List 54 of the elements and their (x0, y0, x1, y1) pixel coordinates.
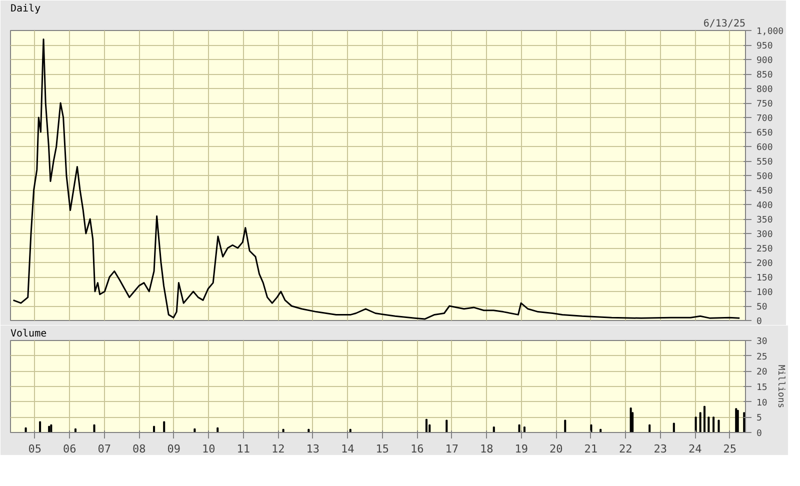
y-tick-label: 550 (756, 158, 773, 168)
x-tick-label: 08 (132, 442, 146, 456)
x-tick-label: 12 (271, 442, 285, 456)
x-tick-label: 22 (618, 442, 632, 456)
y-tick-label: 650 (756, 128, 773, 138)
x-tick-label: 14 (340, 442, 355, 456)
line-series (12, 38, 740, 320)
x-tick-label: 15 (376, 442, 389, 456)
y-tick-label: 5 (756, 414, 762, 424)
x-tick-label: 10 (202, 442, 216, 456)
x-tick-label: 21 (584, 442, 598, 456)
y-tick-label: 750 (756, 100, 773, 110)
x-tick-label: 23 (654, 442, 667, 456)
y-tick-label: 25 (756, 352, 768, 362)
y-tick-label: 450 (756, 186, 773, 196)
x-tick-label: 05 (28, 442, 42, 456)
x-tick-label: 09 (167, 442, 180, 456)
y-tick-label: 20 (756, 368, 768, 378)
y-tick-label: 500 (756, 172, 773, 182)
y-tick-label: 600 (756, 143, 773, 153)
x-tick-label: 13 (306, 442, 320, 456)
x-tick-label: 17 (445, 442, 458, 456)
y-tick-label: 800 (756, 85, 773, 95)
y-tick-label: 100 (756, 288, 773, 298)
x-tick-label: 24 (688, 442, 702, 456)
x-tick-label: 25 (723, 442, 736, 456)
y-axis-title: Millions (775, 364, 786, 408)
y-tick-label: 300 (756, 230, 773, 240)
y-tick-label: 900 (756, 56, 773, 66)
y-tick-label: 400 (756, 201, 773, 211)
y-tick-label: 30 (756, 337, 768, 347)
text: 6/13/25 (703, 18, 746, 30)
y-tick-label: 850 (756, 70, 773, 80)
y-tick-label: 10 (756, 398, 768, 408)
y-tick-label: 150 (756, 274, 773, 284)
y-tick-label: 50 (756, 302, 768, 312)
y-tick-label: 250 (756, 244, 773, 254)
x-tick-label: 16 (410, 442, 424, 456)
x-tick-label: 11 (236, 442, 250, 456)
x-tick-label: 18 (480, 442, 494, 456)
y-tick-label: 1,000 (756, 27, 784, 37)
x-tick-label: 20 (549, 442, 563, 456)
y-tick-label: 700 (756, 114, 773, 124)
text: Daily (10, 4, 41, 14)
x-tick-label: 19 (514, 442, 528, 456)
y-tick-label: 350 (756, 216, 773, 226)
text: Volume (10, 328, 47, 340)
x-tick-label: 06 (62, 442, 76, 456)
y-tick-label: 0 (756, 429, 762, 439)
y-tick-label: 950 (756, 42, 773, 52)
y-tick-label: 15 (756, 383, 768, 393)
x-tick-label: 07 (98, 442, 111, 456)
y-tick-label: 200 (756, 259, 773, 269)
y-tick-label: 0 (756, 317, 762, 327)
